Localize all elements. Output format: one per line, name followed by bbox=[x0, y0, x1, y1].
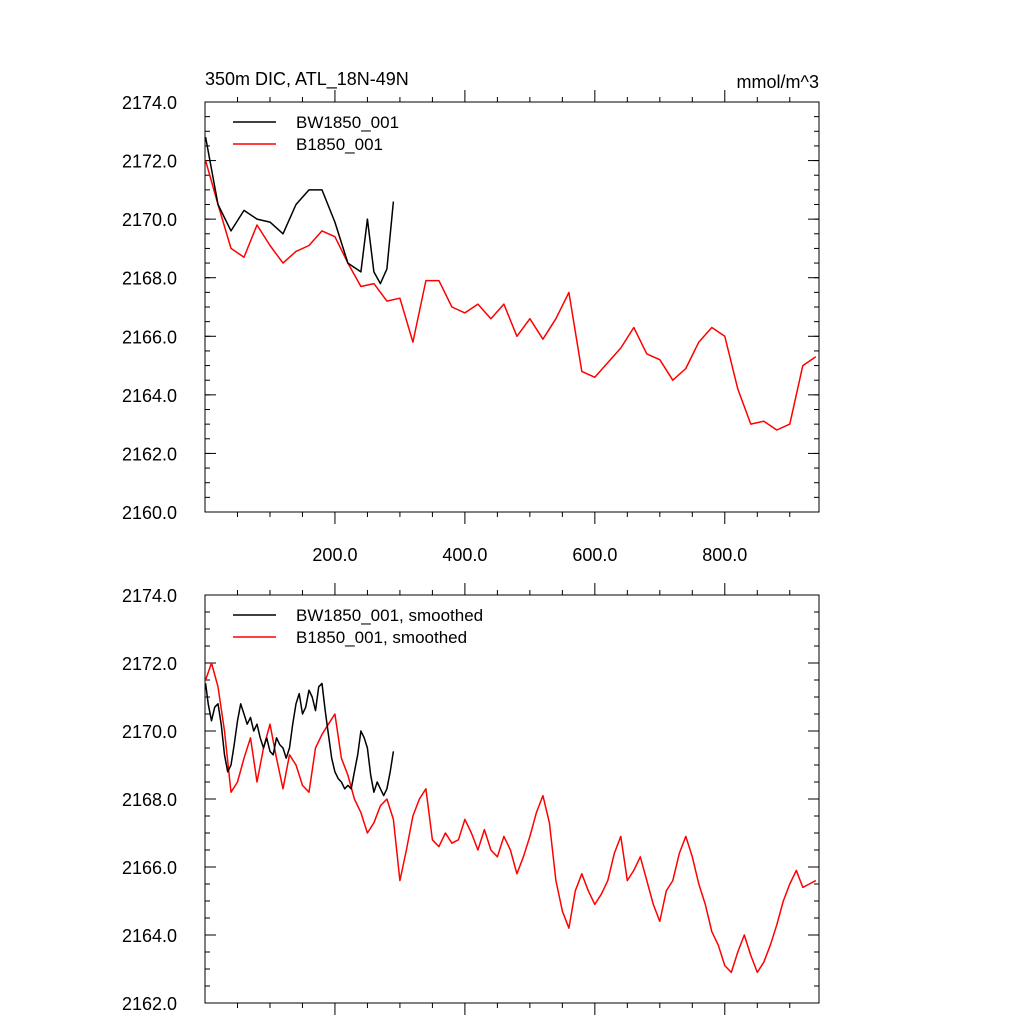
x-tick-label: 200.0 bbox=[312, 545, 357, 565]
plot-panel-2: 2162.0 2164.0 2166.0 2168.0 2170.0 2172.0 2174… bbox=[122, 583, 820, 1015]
y-tick-label: 2164.0 bbox=[122, 926, 177, 946]
y-tick-label: 2162.0 bbox=[122, 994, 177, 1014]
series-line-b1850-001-smoothed bbox=[204, 662, 817, 974]
x-tick-label: 400.0 bbox=[442, 545, 487, 565]
legend-label: B1850_001, smoothed bbox=[296, 628, 467, 647]
y-tick-label: 2172.0 bbox=[122, 654, 177, 674]
x-tick-label: 600.0 bbox=[572, 545, 617, 565]
x-tick-label: 800.0 bbox=[702, 545, 747, 565]
y-tick-label: 2160.0 bbox=[122, 503, 177, 523]
y-tick-label: 2166.0 bbox=[122, 327, 177, 347]
y-tick-label: 2166.0 bbox=[122, 858, 177, 878]
legend-label: BW1850_001 bbox=[296, 113, 399, 132]
series-line-b1850-001 bbox=[204, 160, 817, 431]
y-tick-label: 2172.0 bbox=[122, 152, 177, 172]
series-line-bw1850-001-smoothed bbox=[204, 682, 395, 797]
legend-label: B1850_001 bbox=[296, 135, 383, 154]
plot-panel-1: 2160.0 2162.0 2164.0 2166.0 2168.0 2170.0 2172… bbox=[122, 90, 820, 565]
legend-label: BW1850_001, smoothed bbox=[296, 606, 483, 625]
y-tick-label: 2174.0 bbox=[122, 586, 177, 606]
y-tick-label: 2164.0 bbox=[122, 386, 177, 406]
y-tick-label: 2174.0 bbox=[122, 93, 177, 113]
plot-frame bbox=[204, 101, 820, 513]
series-line-bw1850-001 bbox=[204, 136, 395, 285]
chart-title: 350m DIC, ATL_18N-49N bbox=[205, 69, 409, 90]
y-tick-label: 2170.0 bbox=[122, 210, 177, 230]
y-tick-label: 2162.0 bbox=[122, 444, 177, 464]
y-tick-label: 2170.0 bbox=[122, 722, 177, 742]
chart-units: mmol/m^3 bbox=[737, 72, 819, 92]
y-tick-label: 2168.0 bbox=[122, 790, 177, 810]
plot-frame bbox=[204, 594, 820, 1004]
y-tick-label: 2168.0 bbox=[122, 269, 177, 289]
